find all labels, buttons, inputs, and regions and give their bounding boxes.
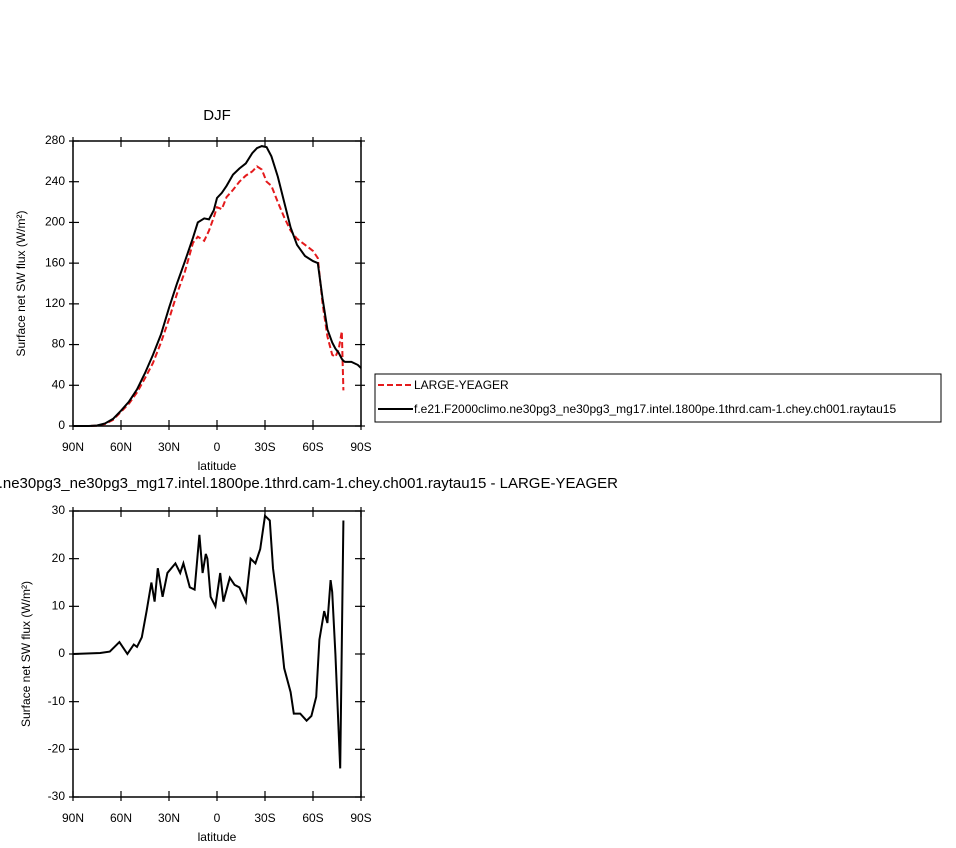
y-tick-label: -20 — [48, 742, 66, 756]
x-tick-label: 30N — [158, 440, 180, 454]
x-tick-label: 90S — [350, 440, 371, 454]
y-tick-label: 240 — [45, 174, 65, 188]
x-tick-label: 90N — [62, 811, 84, 825]
x-tick-label: 0 — [214, 440, 221, 454]
chart-title: DJF — [203, 107, 231, 124]
x-axis-label: latitude — [198, 830, 237, 844]
data-line — [73, 165, 345, 427]
x-tick-label: 90N — [62, 440, 84, 454]
y-tick-label: 40 — [52, 377, 66, 391]
x-tick-label: 30N — [158, 811, 180, 825]
x-tick-label: 60N — [110, 440, 132, 454]
y-tick-label: 80 — [52, 337, 66, 351]
y-axis-label: Surface net SW flux (W/m²) — [14, 210, 28, 356]
plot-frame — [72, 140, 362, 427]
y-tick-label: 0 — [58, 646, 65, 660]
x-axis-label: latitude — [198, 459, 237, 473]
legend-label: LARGE-YEAGER — [414, 378, 509, 392]
x-tick-label: 30S — [254, 440, 275, 454]
legend-label: f.e21.F2000climo.ne30pg3_ne30pg3_mg17.in… — [414, 402, 896, 416]
y-axis-label: Surface net SW flux (W/m²) — [19, 581, 33, 727]
y-tick-label: 200 — [45, 215, 65, 229]
x-tick-label: 60S — [302, 440, 323, 454]
y-tick-label: 20 — [52, 551, 66, 565]
y-tick-label: 0 — [58, 418, 65, 432]
x-tick-label: 60N — [110, 811, 132, 825]
y-tick-label: -30 — [48, 789, 66, 803]
x-tick-label: 90S — [350, 811, 371, 825]
legend-box — [374, 373, 942, 423]
y-tick-label: 280 — [45, 133, 65, 147]
x-tick-label: 60S — [302, 811, 323, 825]
y-tick-label: -10 — [48, 694, 66, 708]
y-tick-label: 10 — [52, 599, 66, 613]
y-tick-label: 30 — [52, 503, 66, 517]
y-tick-label: 160 — [45, 255, 65, 269]
y-tick-label: 120 — [45, 296, 65, 310]
chart-title: f.e21.F2000climo.ne30pg3_ne30pg3_mg17.in… — [0, 475, 618, 492]
data-line — [73, 145, 362, 427]
x-tick-label: 0 — [214, 811, 221, 825]
x-tick-label: 30S — [254, 811, 275, 825]
plot-frame — [72, 510, 362, 798]
data-line — [72, 513, 345, 769]
